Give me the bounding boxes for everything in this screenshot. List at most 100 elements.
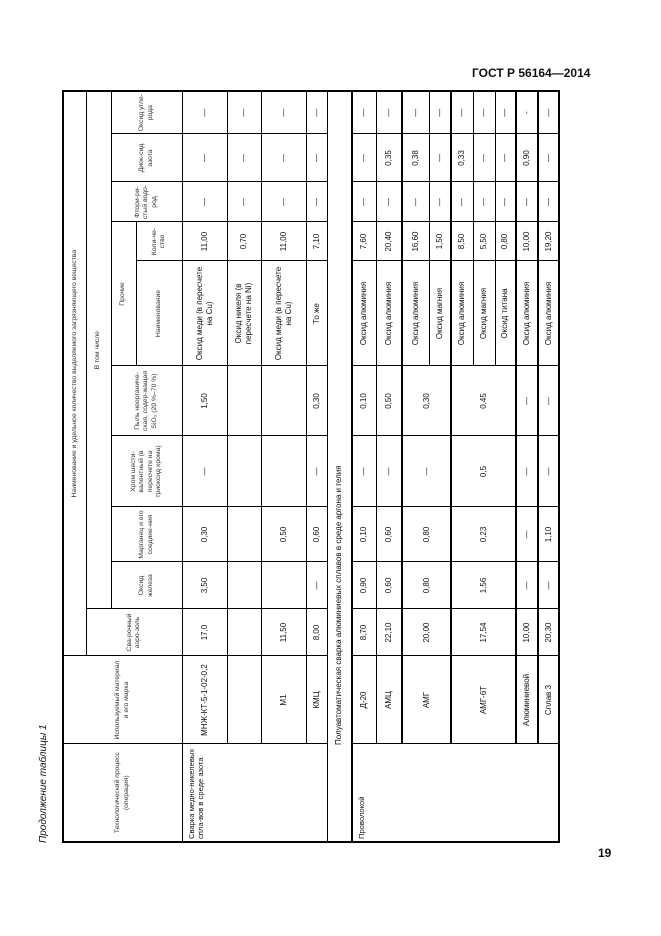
fe-cell: — — [306, 562, 327, 609]
co-cell: — — [495, 90, 516, 134]
section-caption-row: Полуавтоматическая сварка алюминиевых сп… — [327, 90, 352, 842]
mn-cell: 1,10 — [538, 507, 559, 562]
name-cell: Оксид алюминия — [538, 261, 559, 366]
dust-cell: — — [516, 366, 538, 436]
qty-cell: 11,00 — [182, 222, 227, 261]
mn-cell: 0,10 — [352, 507, 376, 562]
qty-cell: 20,40 — [376, 222, 402, 261]
process-cell: Сварка медно-никелевых спла-вов в среде … — [182, 744, 327, 842]
qty-cell: 16,60 — [402, 222, 429, 261]
fe-cell: 0,80 — [402, 562, 451, 609]
fe-cell — [261, 562, 306, 609]
hf-cell: — — [451, 182, 473, 222]
material-cell: АМЦ — [376, 656, 402, 744]
dust-cell: 0,50 — [376, 366, 402, 436]
header-including: В том числе — [86, 90, 111, 609]
dust-cell: 0,30 — [402, 366, 451, 436]
header-process: Технологический процесс (операция) — [63, 744, 182, 842]
co-cell: — — [227, 90, 261, 134]
cr-cell — [261, 436, 306, 507]
table-continuation-label: Продолжение таблицы 1 — [38, 724, 49, 843]
mn-cell — [227, 507, 261, 562]
material-cell: КМЦ — [306, 656, 327, 744]
hf-cell: — — [352, 182, 376, 222]
process-cell: Проволокой — [352, 744, 559, 842]
hf-cell: — — [376, 182, 402, 222]
fe-cell: — — [538, 562, 559, 609]
name-cell: Оксид меди (в пересчете на Cu) — [261, 261, 306, 366]
mn-cell: 0,60 — [376, 507, 402, 562]
material-cell: Д-20 — [352, 656, 376, 744]
table-row: АМЦ 22,10 0,60 0,60—0,50 Оксид алюминия 20,40… — [376, 90, 402, 842]
no2-cell: — — [495, 134, 516, 182]
table-row: Сварка медно-никелевых спла-вов в среде … — [182, 90, 327, 842]
cr-cell: — — [402, 436, 451, 507]
standard-number: ГОСТ Р 56164—2014 — [472, 66, 591, 80]
material-cell: АМГ — [402, 656, 451, 744]
name-cell: Оксид алюминия — [376, 261, 402, 366]
no2-cell: — — [306, 134, 327, 182]
name-cell: Оксид алюминия — [352, 261, 376, 366]
qty-cell: 1,50 — [429, 222, 451, 261]
aerosol-cell: 20,30 — [538, 609, 559, 656]
dust-cell: 0,45 — [451, 366, 516, 436]
mn-cell: 0,23 — [451, 507, 516, 562]
table-row: Проволокой Д-20 8,70 0,90 0,10—0,10 Оксид алю… — [352, 90, 559, 842]
header-hf: Фтори-ри-стый водо-род — [111, 182, 182, 222]
fe-cell: 3,50 — [182, 562, 227, 609]
name-cell: Оксид никеля (в пересчете на Ni) — [227, 261, 261, 366]
hf-cell: — — [473, 182, 495, 222]
material-cell: МНЖ-КТ-5-1-02-0,2 — [182, 656, 227, 744]
table-row: АМГ-6Т 17,54 1,56 0,23 0,5 0,45 Оксид алюминия… — [451, 90, 516, 842]
header-no2: Диок-сид азота — [111, 134, 182, 182]
header-aerosol: Сва-рочный аэро-золь — [86, 609, 182, 656]
dust-cell: 1,50 — [182, 366, 227, 436]
dust-cell — [261, 366, 306, 436]
aerosol-cell: 17,0 — [182, 609, 227, 656]
name-cell: Оксид алюминия — [451, 261, 473, 366]
dust-cell: 0,30 — [306, 366, 327, 436]
table-row: Сплав 3 20,30—1,10— — Оксид алюминия 19,20— —… — [538, 90, 559, 842]
emissions-table: Технологический процесс (операция) Испол… — [62, 89, 560, 843]
header-manganese: Марганец и его соедине-ния — [111, 507, 182, 562]
aerosol-cell — [227, 609, 261, 656]
header-material: Используемый материал и его марка — [63, 656, 182, 744]
hf-cell: — — [495, 182, 516, 222]
aerosol-cell: 20,00 — [402, 609, 451, 656]
qty-cell: 0,80 — [495, 222, 516, 261]
qty-cell: 7,10 — [306, 222, 327, 261]
aerosol-cell: 11,50 — [261, 609, 306, 656]
fe-cell: — — [516, 562, 538, 609]
material-cell — [227, 656, 261, 744]
name-cell: Оксид меди (в пересчете на Cu) — [182, 261, 227, 366]
co-cell: — — [261, 90, 306, 134]
hf-cell: — — [261, 182, 306, 222]
co-cell: — — [306, 90, 327, 134]
qty-cell: 0,70 — [227, 222, 261, 261]
cr-cell: — — [538, 436, 559, 507]
co-cell: — — [451, 90, 473, 134]
header-other-qty: Коли-че-ство — [136, 222, 182, 261]
header-dust: Пыль неорганиче-ская, содер-жащая SiO₂ (… — [111, 366, 182, 436]
qty-cell: 11,00 — [261, 222, 306, 261]
dust-cell: — — [538, 366, 559, 436]
table-row: АМГ 20,00 0,80 0,80—0,30 Оксид алюминия 16,60… — [402, 90, 451, 842]
header-group: Наименование и удельное количество выдел… — [63, 90, 86, 656]
no2-cell: 0,90 — [516, 134, 538, 182]
no2-cell: — — [227, 134, 261, 182]
table-row: М1 11,50 0,50 Оксид меди (в пересчете на Cu… — [261, 90, 306, 842]
material-cell: Алюминиевой — [516, 656, 538, 744]
name-cell: Оксид алюминия — [516, 261, 538, 366]
no2-cell: 0,35 — [376, 134, 402, 182]
header-chromium: Хром шести-валентный (в пересчете на три… — [111, 436, 182, 507]
material-cell: Сплав 3 — [538, 656, 559, 744]
rotated-table-container: Технологический процесс (операция) Испол… — [62, 89, 560, 843]
name-cell: Оксид алюминия — [402, 261, 429, 366]
cr-cell: 0,5 — [451, 436, 516, 507]
co-cell: — — [352, 90, 376, 134]
page-number: 19 — [598, 846, 612, 860]
cr-cell — [227, 436, 261, 507]
mn-cell: 0,60 — [306, 507, 327, 562]
table-row: Оксид никеля (в пересчете на Ni) 0,70— — — — [227, 90, 261, 842]
no2-cell: — — [538, 134, 559, 182]
